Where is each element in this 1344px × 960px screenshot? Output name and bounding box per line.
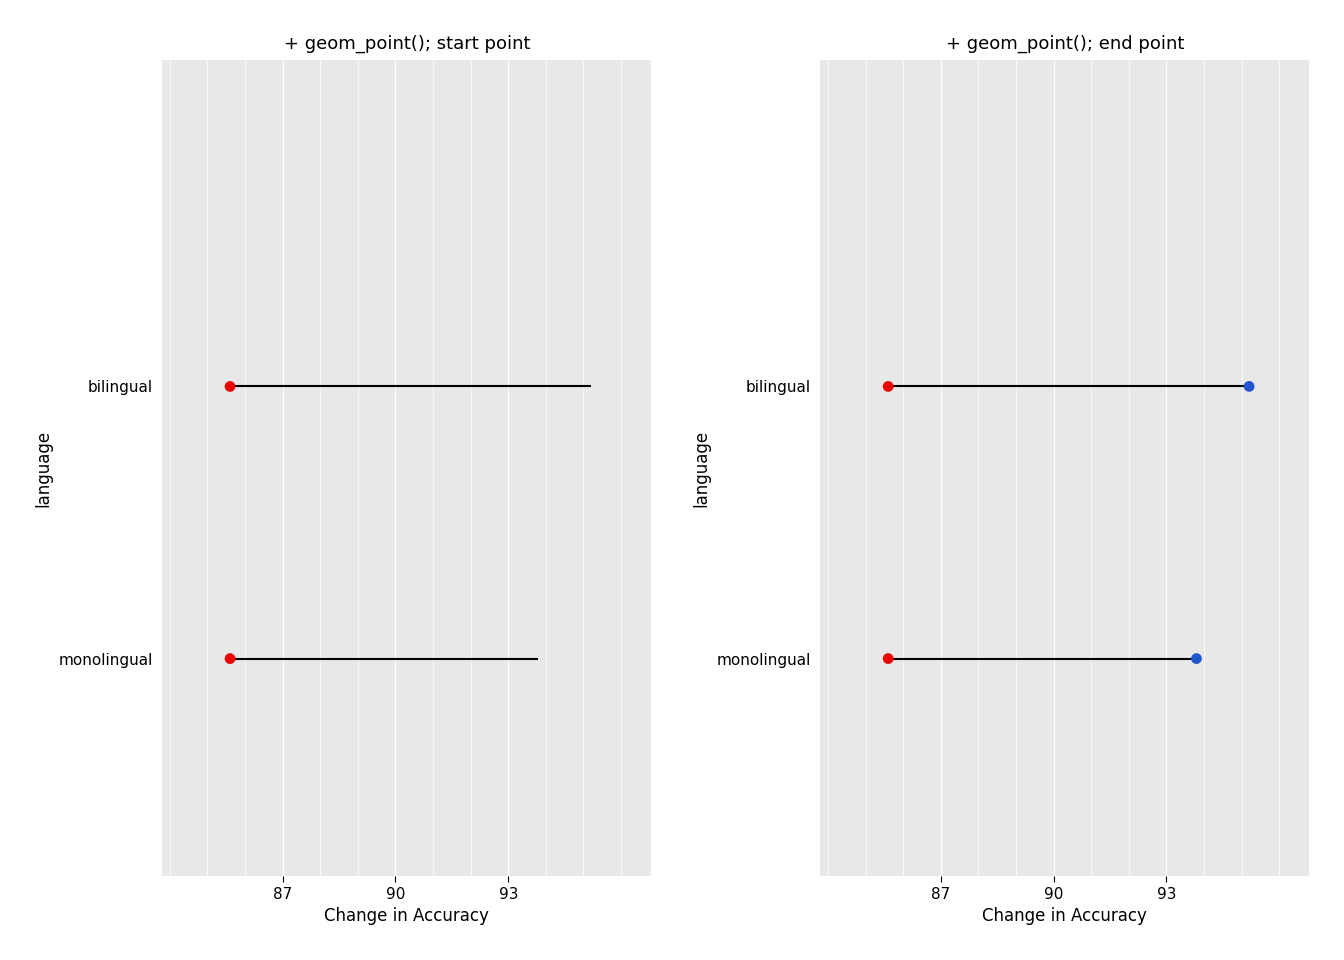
Point <box>1238 379 1259 395</box>
Y-axis label: language: language <box>694 429 711 507</box>
Title: + geom_point(); end point: + geom_point(); end point <box>946 35 1184 53</box>
Point <box>1185 651 1207 666</box>
X-axis label: Change in Accuracy: Change in Accuracy <box>982 907 1148 925</box>
Point <box>219 379 241 395</box>
X-axis label: Change in Accuracy: Change in Accuracy <box>324 907 489 925</box>
Point <box>878 651 899 666</box>
Y-axis label: language: language <box>35 429 52 507</box>
Point <box>219 651 241 666</box>
Point <box>878 379 899 395</box>
Title: + geom_point(); start point: + geom_point(); start point <box>284 35 530 53</box>
